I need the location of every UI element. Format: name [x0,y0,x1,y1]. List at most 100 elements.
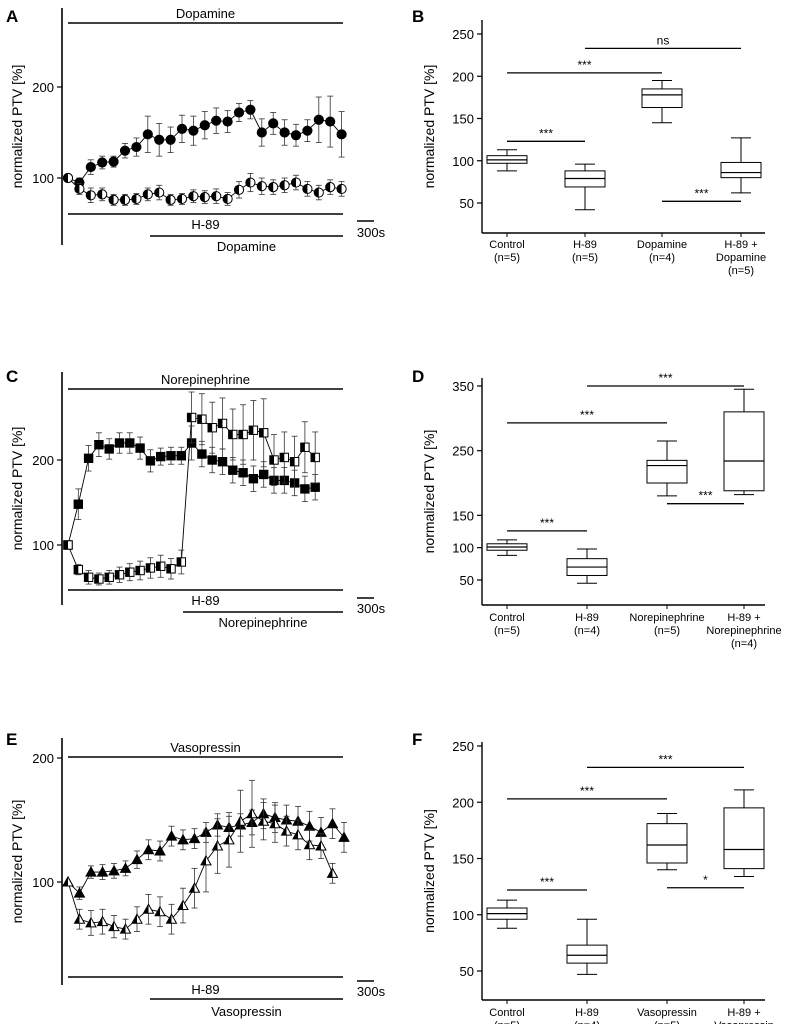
data-point-E-1-6 [131,913,143,924]
data-point-C-1-13-half [197,415,202,424]
data-point-A-1-12-half [200,192,205,202]
x-tick-label-B-2-2: (n=4) [649,252,675,264]
data-point-C-0-13 [197,449,207,459]
data-point-C-1-20 [269,455,279,465]
y-tick-label-D-150: 150 [452,508,474,523]
y-tick-label-E-200: 200 [32,751,54,766]
box-B-1 [564,163,606,211]
data-point-C-0-4-shape [104,444,114,454]
x-tick-label-B-3-2: Dopamine [716,252,766,264]
data-point-A-1-12 [199,192,210,203]
data-point-E-0-1-shape [73,887,86,898]
x-tick-label-F-1-1: H-89 [575,1007,599,1019]
data-point-C-0-7 [135,443,145,453]
data-point-C-1-20-half [269,455,274,465]
x-tick-label-D-3-3: (n=4) [731,638,757,650]
data-point-C-0-14-shape [207,455,217,465]
box-B-3 [720,137,762,194]
x-tick-label-F-3-2: Vasopressin [714,1020,774,1024]
data-point-A-0-17 [256,127,267,138]
data-point-C-0-5 [114,438,125,448]
data-point-E-1-8 [154,905,166,917]
data-point-C-1-2-half [84,573,89,582]
significance-label-F-0: *** [540,875,554,889]
data-point-C-1-0-half [63,540,68,550]
data-point-C-0-14 [207,455,217,465]
data-point-A-1-8 [154,187,165,198]
data-point-C-1-12 [186,412,197,423]
data-point-E-1-10 [177,899,189,911]
data-point-A-0-23-shape [325,116,336,127]
box-B-2 [641,79,683,124]
data-point-C-0-6-shape [125,438,135,448]
data-point-A-1-19-half [280,180,285,190]
data-point-A-1-24-half [337,184,342,194]
data-point-E-1-22 [315,840,327,851]
data-point-E-1-7 [142,903,155,914]
significance-label-B-1: *** [577,58,591,72]
data-point-C-1-4 [104,572,114,582]
top-treatment-label-A: Dopamine [176,6,235,21]
data-point-E-0-21-shape [303,820,316,831]
x-tick-label-F-0-2: (n=5) [494,1020,520,1024]
data-point-E-1-14-half [224,834,229,844]
data-point-C-1-10 [166,564,176,574]
data-point-A-1-0 [62,172,74,184]
data-point-A-1-2 [85,190,96,201]
box-body [646,459,688,484]
data-point-E-1-15-half [235,816,241,826]
data-point-A-0-8 [154,134,165,145]
data-point-A-1-16 [245,177,256,188]
box-D-2 [646,440,688,497]
data-point-A-1-13 [211,191,222,202]
data-point-A-0-14-shape [222,116,233,127]
data-point-A-1-7-half [143,189,148,199]
y-tick-label-B-150: 150 [452,112,474,127]
data-point-E-0-2-shape [85,866,97,877]
data-point-C-1-23 [300,442,310,452]
data-point-A-0-5 [119,145,131,156]
data-point-E-1-10-half [178,900,183,910]
y-tick-label-B-250: 250 [452,27,474,42]
data-point-A-1-14-half [223,194,228,204]
data-point-C-0-4 [104,444,114,454]
bottom-treatment-label-E-0: H-89 [191,982,219,997]
data-point-C-0-24-shape [310,482,320,492]
data-point-E-1-13 [211,840,224,851]
data-point-E-0-7 [142,843,155,855]
data-point-A-1-4 [108,194,119,205]
significance-label-D-2: *** [658,371,672,385]
data-point-A-1-23 [325,182,336,193]
data-point-E-1-15 [234,815,247,826]
data-point-A-1-7 [142,189,153,200]
y-axis-label-E: normalized PTV [%] [9,800,25,924]
data-point-C-1-16-half [228,430,233,439]
data-point-C-0-8 [145,456,156,466]
data-point-A-1-24 [336,183,347,195]
data-point-A-1-1 [74,183,85,195]
data-point-C-1-1-half [74,565,79,574]
significance-label-D-1: *** [580,408,594,422]
data-point-A-0-24 [336,129,347,140]
x-tick-label-D-0-2: (n=5) [494,625,520,637]
x-tick-label-D-0-1: Control [489,612,524,624]
data-point-A-1-22-half [314,187,319,198]
data-point-A-1-20 [290,177,302,188]
data-point-A-1-16-half [245,177,251,188]
y-tick-label-D-100: 100 [452,541,474,556]
data-point-A-0-20-shape [290,130,302,141]
x-tick-label-F-1-2: (n=4) [574,1020,600,1024]
data-point-C-1-3 [94,574,104,584]
data-point-E-1-3 [96,915,109,927]
data-point-A-0-2-shape [85,161,96,173]
data-point-E-0-6 [131,853,143,865]
box-body [646,823,688,864]
x-tick-label-B-2-1: Dopamine [637,239,687,251]
data-point-C-0-15-shape [217,457,228,467]
data-point-E-0-8 [154,844,166,856]
data-point-C-0-5-shape [114,438,125,448]
data-point-C-1-11-half [177,557,182,567]
data-point-C-0-19-shape [259,469,269,480]
data-point-E-1-19-half [281,826,287,836]
data-point-E-0-1 [73,887,86,898]
